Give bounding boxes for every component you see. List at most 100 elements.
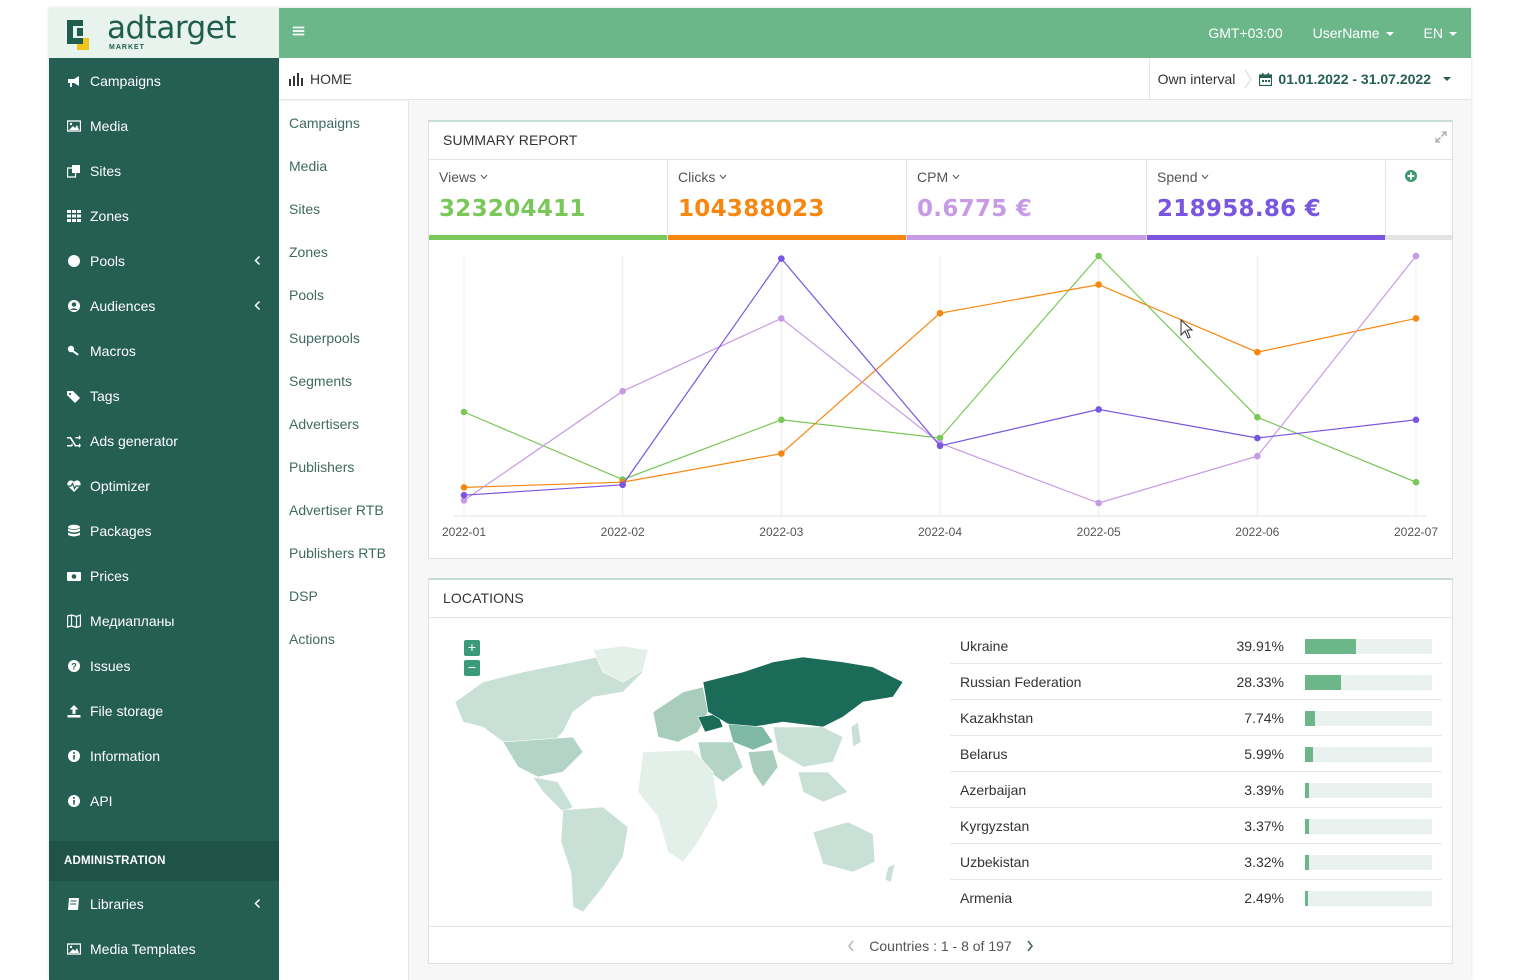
data-point-clicks [1412, 315, 1420, 322]
sidebar-item-prices[interactable]: Prices [49, 553, 279, 598]
sidebar-item-media-templates[interactable]: Media Templates [49, 926, 279, 971]
subnav-item-publishers-rtb[interactable]: Publishers RTB [289, 545, 387, 561]
data-point-views [936, 434, 944, 442]
sidebar-item-label: Tags [90, 387, 120, 404]
info-icon [68, 749, 80, 762]
sidebar-item-label: Media Templates [90, 940, 196, 957]
caret-down-icon [1449, 32, 1457, 37]
chevron-left-icon[interactable] [254, 300, 261, 311]
table-row[interactable]: Uzbekistan 3.32% [950, 844, 1442, 880]
sidebar-item-api[interactable]: API [49, 778, 279, 823]
table-row[interactable]: Kyrgyzstan 3.37% [950, 808, 1442, 844]
chevron-right-icon[interactable] [1026, 940, 1034, 952]
metric-selector[interactable]: Clicks [678, 169, 727, 185]
sidebar-item-media[interactable]: Media [49, 103, 279, 148]
sidebar-icon [67, 119, 81, 133]
map-region-southeast-asia [797, 771, 849, 803]
sidebar-item-label: Packages [90, 522, 152, 539]
sidebar-item-information[interactable]: Information [49, 733, 279, 778]
table-row[interactable]: Ukraine 39.91% [950, 628, 1442, 664]
info-icon [68, 794, 80, 807]
chevron-left-icon[interactable] [254, 898, 261, 909]
chevron-left-icon[interactable] [254, 255, 261, 266]
chevron-left-icon[interactable] [847, 940, 855, 952]
zoom-in-button[interactable]: + [464, 640, 480, 656]
data-point-clicks [1254, 348, 1261, 356]
logo[interactable]: adtarget MARKET [49, 8, 279, 58]
country-percent: 3.37% [1244, 818, 1284, 834]
database-icon [68, 524, 80, 536]
sidebar-item-audiences[interactable]: Audiences [49, 283, 279, 328]
user-menu[interactable]: UserName [1313, 25, 1394, 41]
sidebar-item-tags[interactable]: Tags [49, 373, 279, 418]
sidebar-icon [67, 434, 81, 448]
table-row[interactable]: Kazakhstan 7.74% [950, 700, 1442, 736]
country-name: Kazakhstan [960, 710, 1034, 726]
line-chart: 2022-01 2022-02 2022-03 2022-04 2022-05 2022-… [442, 252, 1438, 539]
sidebar-icon [67, 942, 81, 956]
chevron-down-icon [480, 174, 488, 180]
subnav-item-pools[interactable]: Pools [289, 287, 325, 303]
sidebar-icon: ? [67, 659, 81, 673]
caret-down-icon [1443, 77, 1451, 81]
metric-color-bar [429, 235, 667, 240]
map-region-australia [812, 821, 876, 873]
interval-mode[interactable]: Own interval [1148, 58, 1244, 100]
data-point-spend [619, 481, 626, 489]
subnav-item-advertisers[interactable]: Advertisers [289, 416, 360, 432]
heartbeat-icon [67, 479, 81, 492]
sidebar-item-packages[interactable]: Packages [49, 508, 279, 553]
language-selector[interactable]: EN [1424, 25, 1457, 41]
logo-name: adtarget [107, 10, 236, 46]
subnav-item-segments[interactable]: Segments [289, 373, 353, 389]
table-row[interactable]: Belarus 5.99% [950, 736, 1442, 772]
sidebar-item-campaigns[interactable]: Campaigns [49, 58, 279, 103]
sidebar-item-file-storage[interactable]: File storage [49, 688, 279, 733]
zoom-out-button[interactable]: − [464, 660, 480, 676]
metric-value: 0.6775 € [917, 196, 1033, 222]
table-row[interactable]: Armenia 2.49% [950, 880, 1442, 916]
date-range-picker[interactable]: 01.01.2022 - 31.07.2022 [1255, 58, 1471, 100]
add-metric-icon[interactable] [1404, 169, 1418, 183]
country-percent: 7.74% [1244, 710, 1284, 726]
subnav-item-actions[interactable]: Actions [289, 631, 335, 647]
sidebar-item-label: Optimizer [90, 477, 150, 494]
metric-selector[interactable]: CPM [917, 169, 960, 185]
timezone-selector[interactable]: GMT+03:00 [1208, 25, 1283, 41]
locations-panel: LOCATIONS + − [428, 578, 1453, 964]
progress-fill [1305, 819, 1310, 834]
sidebar-item-медиапланы[interactable]: Медиапланы [49, 598, 279, 643]
subnav-item-campaigns[interactable]: Campaigns [289, 115, 360, 131]
table-row[interactable]: Russian Federation 28.33% [950, 664, 1442, 700]
sidebar-item-issues[interactable]: ? Issues [49, 643, 279, 688]
expand-icon[interactable] [1434, 130, 1448, 144]
subnav-item-sites[interactable]: Sites [289, 201, 321, 217]
sidebar-icon [67, 749, 81, 763]
metric-selector[interactable]: Views [439, 169, 488, 185]
subnav-item-dsp[interactable]: DSP [289, 588, 318, 604]
x-tick-label: 2022-05 [1077, 525, 1121, 539]
metric-clicks: Clicks 104388023 [668, 160, 907, 240]
data-point-cpm [778, 315, 785, 322]
sidebar-item-ads-generator[interactable]: Ads generator [49, 418, 279, 463]
metric-selector[interactable]: Spend [1157, 169, 1209, 185]
sidebar-item-libraries[interactable]: Libraries [49, 881, 279, 926]
subnav-item-media[interactable]: Media [289, 158, 328, 174]
menu-toggle-icon[interactable] [292, 24, 308, 40]
table-row[interactable]: Azerbaijan 3.39% [950, 772, 1442, 808]
book-icon [68, 897, 79, 910]
subnav-item-publishers[interactable]: Publishers [289, 459, 355, 475]
subnav-item-advertiser-rtb[interactable]: Advertiser RTB [289, 502, 384, 518]
sidebar-item-zones[interactable]: Zones [49, 193, 279, 238]
sidebar-item-macros[interactable]: Macros [49, 328, 279, 373]
subnav-item-superpools[interactable]: Superpools [289, 330, 360, 346]
sidebar-item-optimizer[interactable]: Optimizer [49, 463, 279, 508]
x-tick-label: 2022-01 [442, 525, 486, 539]
data-point-clicks [936, 309, 944, 317]
sidebar-item-sites[interactable]: Sites [49, 148, 279, 193]
sidebar-icon [67, 897, 81, 911]
chevron-down-icon [952, 174, 960, 180]
sidebar-item-pools[interactable]: Pools [49, 238, 279, 283]
world-map[interactable] [443, 642, 923, 932]
subnav-item-zones[interactable]: Zones [289, 244, 328, 260]
